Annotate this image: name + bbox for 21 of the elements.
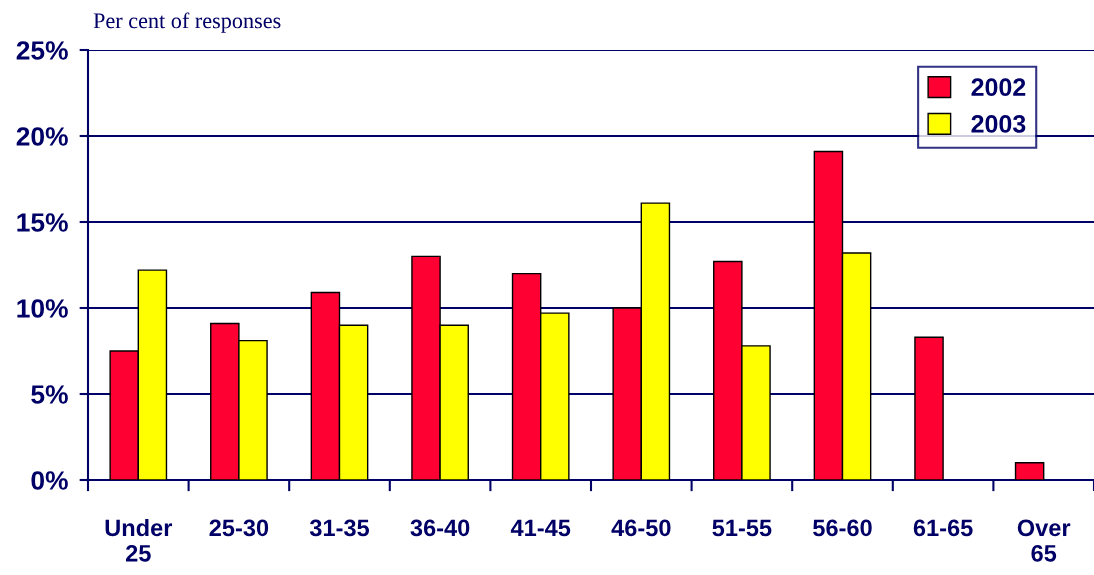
x-tick-label: 61-65 (913, 519, 973, 537)
bar (1014, 462, 1045, 480)
x-tick-label: 41-45 (510, 519, 571, 537)
y-tick-label: 0% (31, 471, 68, 490)
y-tick-label: 20% (16, 127, 68, 146)
y-tick-label: 10% (17, 299, 68, 318)
x-tick-label: 25-30 (209, 519, 269, 537)
y-axis-title: Per cent of responses (93, 12, 281, 33)
legend-label: 2002 (971, 78, 1026, 97)
y-tick-label: 5% (31, 385, 68, 404)
x-tick-label: 46-50 (611, 519, 671, 537)
y-tick-label: 15% (17, 213, 68, 232)
x-tick-label: Over 65 (1017, 519, 1071, 562)
legend-label: 2003 (971, 115, 1026, 133)
bar (914, 336, 944, 480)
x-tick-label: 51-55 (712, 519, 772, 537)
x-tick-label: Under 25 (105, 518, 173, 562)
x-tick-label: 36-40 (410, 519, 470, 537)
x-tick-label: 56-60 (813, 519, 872, 537)
x-tick-label: 31-35 (309, 519, 370, 537)
y-tick-label: 25% (16, 41, 68, 60)
